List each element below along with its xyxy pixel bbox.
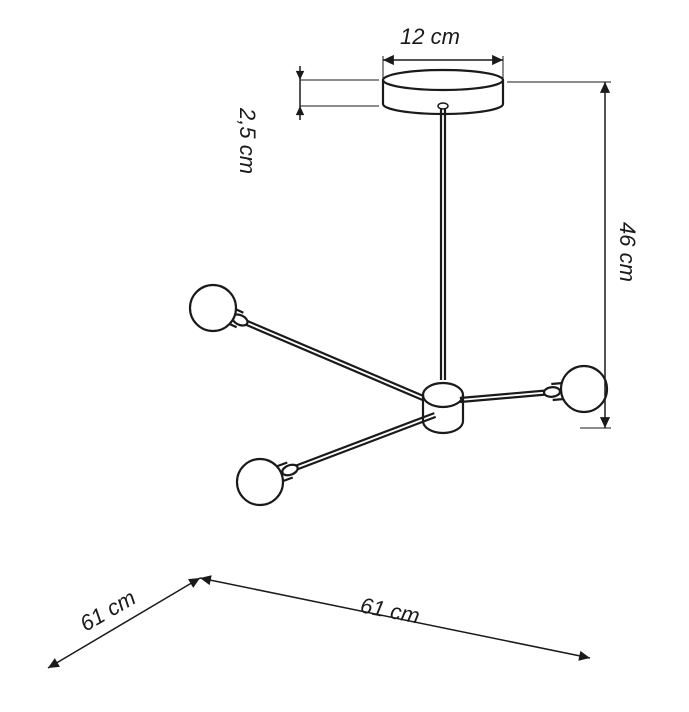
- label-total-height: 46 cm: [614, 222, 640, 282]
- label-canopy-diameter: 12 cm: [400, 24, 460, 50]
- label-canopy-height: 2,5 cm: [234, 108, 260, 174]
- diagram-canvas: 12 cm 2,5 cm 46 cm 61 cm 61 cm: [0, 0, 689, 712]
